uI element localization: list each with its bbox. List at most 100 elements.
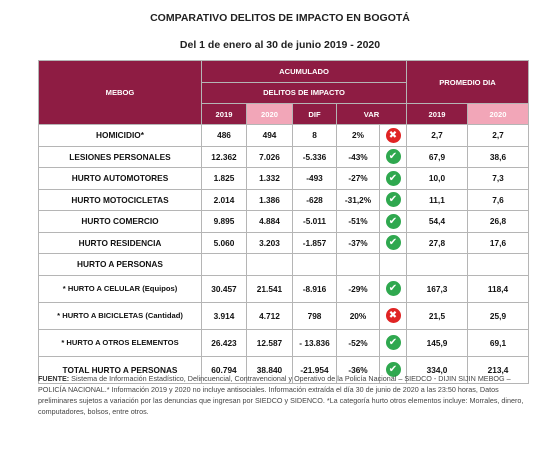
- promedio-2019: 21,5: [406, 301, 468, 330]
- status-cell: ✔: [379, 145, 407, 168]
- status-cell: ✔: [379, 355, 407, 384]
- header-promedio-dia: PROMEDIO DIA: [405, 60, 530, 104]
- check-icon: ✔: [385, 170, 401, 186]
- table-row: HOMICIDIO* 486 494 8 2% ✖ 2,7 2,7: [38, 124, 530, 147]
- promedio-2020: 7,6: [466, 188, 530, 211]
- value-var: -27%: [336, 167, 380, 190]
- empty-cell: [336, 253, 380, 276]
- row-label: TOTAL HURTO A PERSONAS: [38, 355, 202, 384]
- promedio-2020: 17,6: [466, 231, 530, 254]
- status-cell: ✖: [379, 301, 407, 330]
- row-label: HURTO RESIDENCIA: [38, 231, 202, 254]
- header-2019: 2019: [201, 103, 247, 125]
- promedio-2020: 38,6: [466, 145, 530, 168]
- value-2020: 12.587: [246, 328, 293, 357]
- table-row: HURTO RESIDENCIA 5.060 3.203 -1.857 -37% ✔ 27,…: [38, 231, 530, 254]
- value-var: -37%: [336, 231, 380, 254]
- promedio-2019: 145,9: [406, 328, 468, 357]
- row-label: HURTO MOTOCICLETAS: [38, 188, 202, 211]
- value-2019: 2.014: [201, 188, 247, 211]
- header-var: VAR: [336, 103, 407, 125]
- row-label: HOMICIDIO*: [38, 124, 202, 147]
- table-row: HURTO COMERCIO 9.895 4.884 -5.011 -51% ✔ 54,4 2…: [38, 210, 530, 233]
- header-acumulado: ACUMULADO: [201, 60, 407, 83]
- table-row: LESIONES PERSONALES 12.362 7.026 -5.336 -43%…: [38, 145, 530, 168]
- value-var: -36%: [336, 355, 380, 384]
- value-var: 2%: [336, 124, 380, 147]
- value-2019: 9.895: [201, 210, 247, 233]
- value-2020: 494: [246, 124, 293, 147]
- status-cell: ✔: [379, 210, 407, 233]
- status-cell: ✔: [379, 231, 407, 254]
- value-dif: -5.011: [292, 210, 337, 233]
- check-icon: ✔: [385, 213, 401, 229]
- row-label: * HURTO A CELULAR (Equipos): [38, 274, 202, 303]
- row-label: * HURTO A OTROS ELEMENTOS: [38, 328, 202, 357]
- table-row: HURTO MOTOCICLETAS 2.014 1.386 -628 -31,2% ✔ 1…: [38, 188, 530, 211]
- value-dif: 798: [292, 301, 337, 330]
- status-cell: ✖: [379, 124, 407, 147]
- value-2020: 4.712: [246, 301, 293, 330]
- promedio-2020: 26,8: [466, 210, 530, 233]
- value-dif: - 13.836: [292, 328, 337, 357]
- empty-cell: [406, 253, 468, 276]
- check-icon: ✔: [385, 149, 401, 165]
- empty-cell: [466, 253, 530, 276]
- value-2020: 7.026: [246, 145, 293, 168]
- x-icon: ✖: [385, 308, 401, 323]
- header-dif: DIF: [292, 103, 337, 125]
- promedio-2019: 54,4: [406, 210, 468, 233]
- header-delitos-impacto: DELITOS DE IMPACTO: [201, 81, 407, 104]
- footnote: FUENTE: Sistema de Información Estadísti…: [38, 373, 526, 417]
- empty-cell: [379, 253, 407, 276]
- value-var: -31,2%: [336, 188, 380, 211]
- value-dif: 8: [292, 124, 337, 147]
- promedio-2019: 2,7: [406, 124, 468, 147]
- page-title: COMPARATIVO DELITOS DE IMPACTO EN BOGOTÁ: [150, 12, 410, 24]
- promedio-2020: 213,4: [466, 355, 530, 384]
- row-label: HURTO AUTOMOTORES: [38, 167, 202, 190]
- row-label: * HURTO A BICICLETAS (Cantidad): [38, 301, 202, 330]
- value-2020: 38.840: [246, 355, 293, 384]
- value-dif: -628: [292, 188, 337, 211]
- value-var: -52%: [336, 328, 380, 357]
- table-row: * HURTO A OTROS ELEMENTOS 26.423 12.587- 1…: [38, 328, 530, 357]
- table-row: * HURTO A BICICLETAS (Cantidad) 3.914 4.71…: [38, 301, 530, 330]
- value-2020: 21.541: [246, 274, 293, 303]
- empty-cell: [292, 253, 337, 276]
- header-2020: 2020: [246, 103, 293, 125]
- value-2019: 3.914: [201, 301, 247, 330]
- promedio-2020: 118,4: [466, 274, 530, 303]
- status-cell: ✔: [379, 328, 407, 357]
- check-icon: ✔: [385, 362, 401, 377]
- footnote-label: FUENTE:: [38, 374, 70, 383]
- check-icon: ✔: [385, 335, 401, 350]
- promedio-2020: 69,1: [466, 328, 530, 357]
- promedio-2019: 10,0: [406, 167, 468, 190]
- value-2019: 30.457: [201, 274, 247, 303]
- table-row: TOTAL HURTO A PERSONAS 60.794 38.840 -21.95…: [38, 355, 530, 384]
- check-icon: ✔: [385, 281, 401, 296]
- value-dif: -493: [292, 167, 337, 190]
- value-2020: 4.884: [246, 210, 293, 233]
- value-var: 20%: [336, 301, 380, 330]
- value-2020: 1.386: [246, 188, 293, 211]
- value-2019: 26.423: [201, 328, 247, 357]
- value-var: -29%: [336, 274, 380, 303]
- value-2020: 3.203: [246, 231, 293, 254]
- header-mebog: MEBOG: [38, 60, 202, 125]
- footnote-text: Sistema de Información Estadístico, Deli…: [38, 374, 524, 416]
- x-icon: ✖: [385, 127, 401, 143]
- row-label: LESIONES PERSONALES: [38, 145, 202, 168]
- status-cell: ✔: [379, 274, 407, 303]
- value-var: -51%: [336, 210, 380, 233]
- empty-cell: [246, 253, 293, 276]
- value-2019: 12.362: [201, 145, 247, 168]
- check-icon: ✔: [385, 235, 401, 251]
- value-2019: 486: [201, 124, 247, 147]
- group-row: HURTO A PERSONAS: [38, 253, 530, 276]
- status-cell: ✔: [379, 188, 407, 211]
- promedio-2020: 25,9: [466, 301, 530, 330]
- crime-comparison-table: MEBOG ACUMULADO PROMEDIO DIA DELITOS DE …: [38, 60, 530, 384]
- promedio-2019: 11,1: [406, 188, 468, 211]
